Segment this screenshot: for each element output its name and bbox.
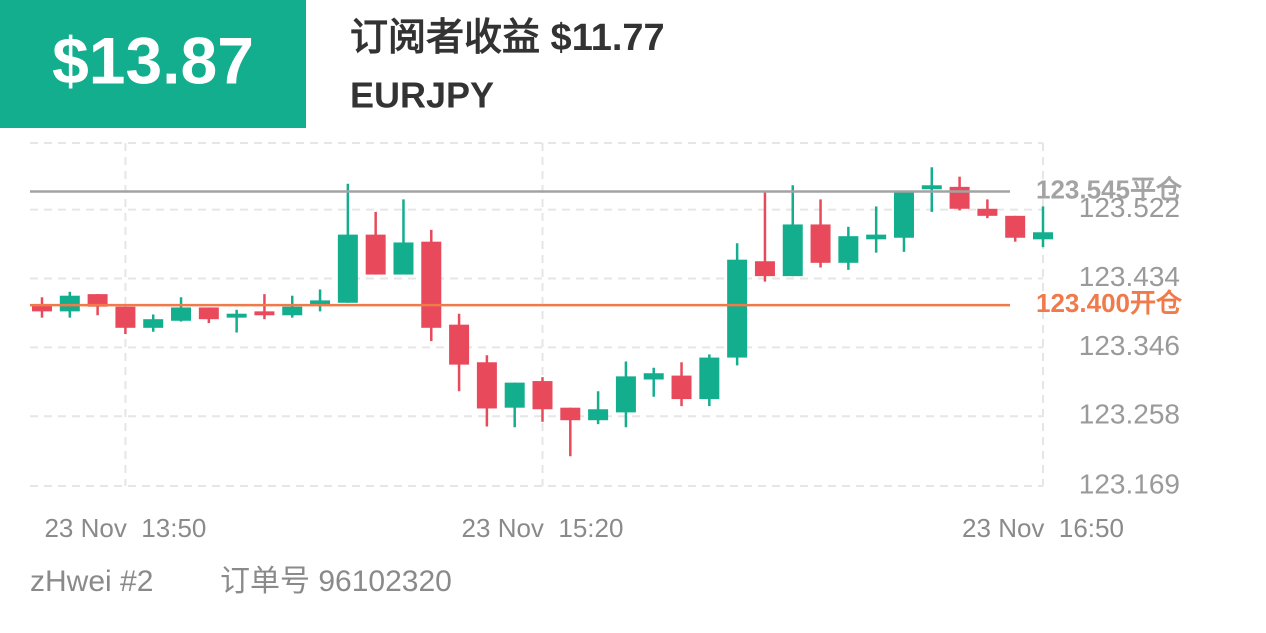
y-tick-label: 123.169 — [1079, 468, 1180, 499]
amount-badge — [0, 0, 306, 128]
candle-body — [866, 234, 887, 240]
x-tick-label: 23 Nov 16:50 — [962, 513, 1124, 543]
candle-body — [59, 295, 80, 312]
candle-body — [476, 362, 497, 409]
candle-body — [1005, 215, 1026, 238]
title: 订阅者收益 $11.77 — [350, 17, 665, 59]
candle-body — [143, 319, 164, 328]
candle-body — [810, 224, 831, 263]
y-tick-label: 123.434 — [1079, 261, 1180, 292]
candle-body — [449, 324, 470, 365]
y-tick-label: 123.258 — [1079, 399, 1180, 430]
candle-body — [615, 376, 636, 413]
candle-body — [671, 375, 692, 400]
candle-body — [560, 407, 581, 421]
candle-body — [588, 409, 609, 421]
amount: $13.87 — [52, 23, 254, 97]
candle-body — [699, 357, 720, 400]
candle-body — [282, 306, 303, 316]
candle-body — [421, 241, 442, 328]
reference-label: 123.400开仓 — [1036, 288, 1183, 318]
candle-body — [393, 242, 414, 275]
order-number: 订单号 96102320 — [220, 565, 452, 598]
candle-body — [1033, 232, 1053, 240]
candle-body — [893, 192, 914, 238]
symbol: EURJPY — [350, 75, 494, 116]
reference-label: 123.545平仓 — [1036, 174, 1183, 204]
candle-body — [171, 307, 192, 321]
candle-body — [949, 186, 970, 209]
candle-body — [727, 259, 748, 358]
candle-body — [226, 313, 247, 318]
candle-body — [754, 261, 775, 277]
x-tick-label: 23 Nov 13:50 — [44, 513, 206, 543]
candle-body — [532, 381, 553, 410]
candle-body — [782, 224, 803, 277]
candle-body — [921, 185, 942, 190]
candle-body — [337, 234, 358, 303]
user: zHwei #2 — [30, 565, 153, 598]
candle-body — [32, 304, 52, 312]
candle-body — [977, 208, 998, 216]
candle-body — [115, 306, 136, 328]
y-tick-label: 123.346 — [1079, 330, 1180, 361]
candle-body — [254, 311, 275, 316]
candle-body — [365, 234, 386, 275]
x-tick-label: 23 Nov 15:20 — [462, 513, 624, 543]
candle-body — [198, 307, 219, 320]
plot: 123.169 123.258 123.346 123.434 123.522 23 No… — [30, 142, 1183, 543]
y-tick-label: 123.522 — [1079, 192, 1180, 223]
candle-body — [504, 382, 525, 408]
candle-body — [838, 236, 859, 263]
candle-body — [310, 300, 331, 305]
candle-body — [87, 294, 108, 307]
candle-body — [643, 373, 664, 380]
